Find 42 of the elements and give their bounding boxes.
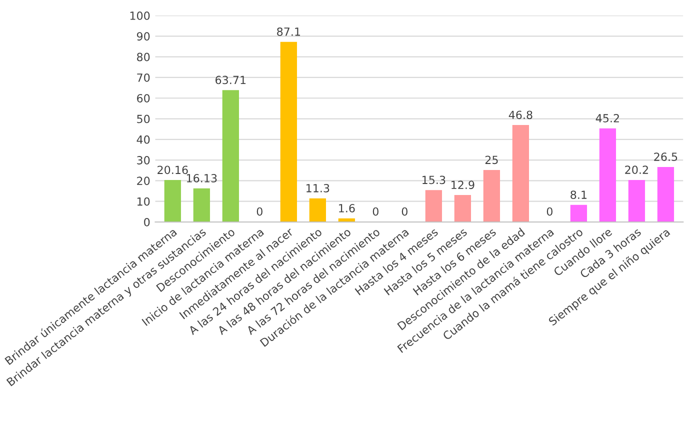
bar (570, 204, 588, 222)
y-tick-label: 30 (137, 156, 150, 164)
data-label: 0 (372, 207, 378, 216)
data-label: 25 (485, 156, 498, 164)
data-label: 63.71 (216, 76, 246, 84)
bar (454, 195, 472, 222)
data-label: 0 (546, 207, 552, 216)
data-label: 16.13 (186, 174, 217, 182)
y-tick-label: 100 (130, 12, 150, 20)
data-label: 20.2 (625, 166, 648, 174)
y-tick-label: 60 (137, 94, 150, 103)
y-tick-label: 50 (137, 114, 150, 124)
bar (628, 180, 646, 222)
data-label: 20.16 (158, 166, 188, 174)
data-label: 45.2 (596, 114, 619, 122)
bar (164, 180, 181, 222)
data-label: 0 (402, 207, 408, 216)
bar (425, 190, 442, 222)
bar (599, 128, 616, 222)
bar (309, 198, 326, 222)
bar (222, 90, 239, 222)
bar (657, 166, 674, 222)
data-label: 1.6 (339, 204, 355, 212)
y-tick-label: 20 (137, 176, 150, 186)
y-tick-label: 10 (137, 197, 150, 206)
bar (512, 125, 530, 222)
y-tick-label: 0 (144, 218, 150, 226)
data-label: 26.5 (654, 152, 678, 162)
y-tick-label: 90 (136, 32, 150, 41)
bar (483, 170, 500, 222)
data-label: 12.9 (452, 180, 474, 190)
bar (280, 42, 297, 222)
bar (193, 188, 210, 222)
data-label: 0 (256, 207, 262, 216)
data-label: 15.3 (422, 176, 446, 184)
data-label: 87.1 (277, 27, 300, 36)
data-label: 46.8 (508, 110, 532, 120)
y-tick-label: 70 (137, 73, 150, 82)
data-label: 8.1 (570, 190, 586, 199)
y-tick-label: 40 (136, 135, 150, 144)
data-label: 11.3 (306, 184, 330, 192)
y-tick-label: 80 (137, 52, 150, 62)
